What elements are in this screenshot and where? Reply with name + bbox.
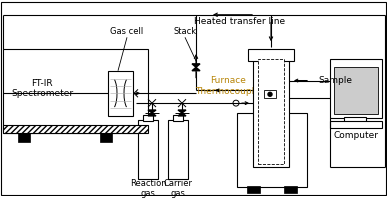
Bar xyxy=(18,133,30,142)
Polygon shape xyxy=(178,113,186,116)
Text: Furnace: Furnace xyxy=(210,76,246,85)
Bar xyxy=(248,49,294,61)
Bar xyxy=(330,121,382,128)
Bar xyxy=(253,59,289,167)
Bar xyxy=(330,59,382,118)
Text: FT-IR
Spectrometer: FT-IR Spectrometer xyxy=(11,79,73,98)
Bar xyxy=(247,186,260,193)
Text: TGA: TGA xyxy=(256,143,288,157)
Polygon shape xyxy=(192,67,200,71)
Bar xyxy=(237,113,307,187)
Text: Carrier
gas: Carrier gas xyxy=(163,179,192,198)
Text: Thermocouple: Thermocouple xyxy=(195,87,260,96)
Bar xyxy=(3,125,148,133)
Text: Computer: Computer xyxy=(334,131,378,140)
Polygon shape xyxy=(178,110,186,113)
Polygon shape xyxy=(192,64,200,67)
Bar xyxy=(344,117,366,123)
Bar xyxy=(173,115,183,121)
Text: Heated transfer line: Heated transfer line xyxy=(194,17,286,26)
Bar xyxy=(284,186,297,193)
Bar xyxy=(168,120,188,179)
Bar xyxy=(258,59,284,164)
Bar xyxy=(108,71,133,116)
Bar xyxy=(138,120,158,179)
Bar xyxy=(143,115,153,121)
Polygon shape xyxy=(148,113,156,116)
Text: Sample: Sample xyxy=(318,76,352,85)
Text: Stack: Stack xyxy=(173,27,197,36)
Bar xyxy=(264,90,276,98)
Text: Reaction
gas: Reaction gas xyxy=(130,179,166,198)
Polygon shape xyxy=(148,110,156,113)
Bar xyxy=(100,133,112,142)
Text: Gas cell: Gas cell xyxy=(110,27,144,36)
Bar xyxy=(334,67,378,114)
Circle shape xyxy=(268,92,272,96)
Bar xyxy=(3,49,148,133)
